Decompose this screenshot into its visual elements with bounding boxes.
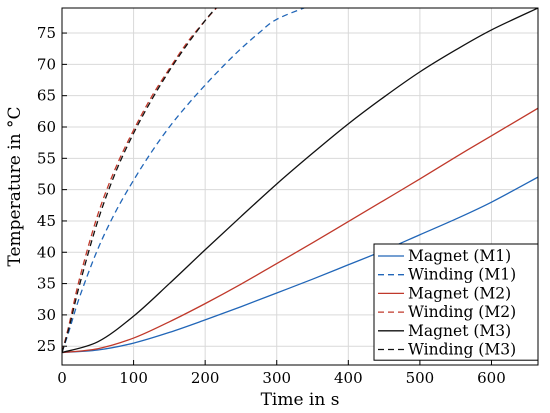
legend: Magnet (M1)Winding (M1)Magnet (M2)Windin… (373, 243, 539, 361)
y-tick-label: 45 (37, 212, 56, 230)
y-tick-label: 60 (37, 118, 56, 136)
y-tick-label: 65 (37, 87, 56, 105)
y-tick-label: 35 (37, 275, 56, 293)
y-tick-label: 70 (37, 55, 56, 73)
y-tick-label: 55 (37, 149, 56, 167)
x-axis-label: Time in s (261, 390, 340, 410)
legend-label: Winding (M3) (408, 341, 516, 359)
series-line-magnet-m2 (62, 107, 538, 354)
legend-label: Winding (M2) (408, 303, 516, 321)
series-line-winding-m3 (62, 8, 217, 353)
x-tick-label: 500 (406, 369, 435, 387)
y-tick-label: 75 (37, 24, 56, 42)
series-line-magnet-m1 (62, 176, 538, 354)
x-ticks: 0 100 200 300 400 500 600 (57, 360, 506, 387)
x-tick-label: 200 (191, 369, 220, 387)
series-line-winding-m1 (62, 8, 306, 353)
x-tick-label: 300 (262, 369, 291, 387)
plot-frame (61, 7, 539, 366)
legend-label: Winding (M1) (408, 266, 516, 284)
x-tick-label: 400 (334, 369, 363, 387)
series-line-winding-m2 (62, 8, 218, 353)
legend-label: Magnet (M3) (408, 322, 511, 340)
y-tick-label: 25 (37, 337, 56, 355)
grid (61, 8, 538, 365)
legend-label: Magnet (M1) (408, 247, 511, 265)
series-line-magnet-m3 (62, 8, 538, 354)
legend-box (373, 243, 539, 361)
legend-label: Magnet (M2) (408, 284, 511, 302)
y-tick-label: 30 (37, 306, 56, 324)
y-tick-label: 40 (37, 243, 56, 261)
x-tick-label: 0 (57, 369, 67, 387)
x-tick-label: 600 (477, 369, 506, 387)
x-tick-label: 100 (119, 369, 148, 387)
y-tick-label: 50 (37, 181, 56, 199)
y-axis-label: Temperature in °C (5, 106, 25, 266)
series-layer (62, 8, 538, 354)
y-ticks: 25 30 35 40 45 50 55 60 65 70 75 (37, 24, 67, 355)
